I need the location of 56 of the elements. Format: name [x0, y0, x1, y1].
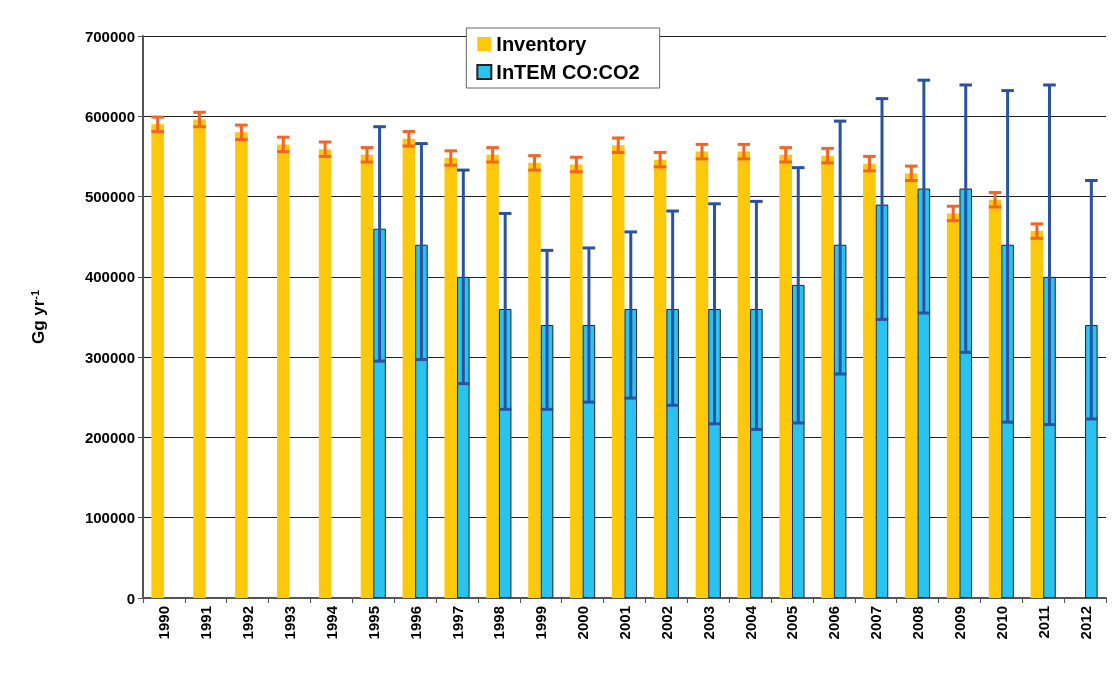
x-tick-label: 1997	[448, 606, 466, 640]
x-tick-label: 1993	[281, 606, 299, 640]
x-tick-label: 1990	[155, 606, 173, 640]
bar	[611, 145, 625, 598]
x-tick-label: 2007	[867, 606, 885, 640]
x-tick-label: 1991	[197, 606, 215, 640]
bar	[946, 213, 960, 598]
bar	[988, 199, 1002, 598]
bar	[821, 155, 834, 598]
bar	[444, 158, 458, 598]
bar	[486, 154, 499, 598]
x-tick-label: 2012	[1076, 606, 1094, 640]
bar	[695, 151, 709, 598]
y-axis-title: Gg yr-1	[28, 289, 48, 345]
bar	[360, 154, 374, 598]
x-tick-label: 2000	[574, 606, 592, 640]
bar	[151, 124, 164, 598]
x-tick-label: 1998	[490, 606, 508, 640]
bar	[653, 159, 667, 598]
y-tick-label: 500000	[84, 188, 135, 206]
bar	[737, 151, 751, 598]
bar	[235, 132, 248, 598]
x-tick-label: 2008	[909, 606, 927, 640]
x-tick-label: 2001	[616, 606, 633, 640]
y-tick-label: 100000	[84, 509, 135, 527]
x-tick-label: 2002	[657, 606, 675, 640]
x-tick-label: 1992	[239, 606, 257, 640]
legend-label: Inventory	[496, 33, 588, 55]
y-tick-label: 700000	[84, 27, 135, 45]
bar	[318, 149, 332, 598]
x-tick-label: 2011	[1034, 606, 1052, 639]
x-tick-label: 2010	[992, 606, 1010, 640]
x-tick-label: 1999	[532, 606, 550, 640]
bar	[276, 144, 290, 598]
bar	[402, 138, 416, 598]
y-tick-label: 200000	[84, 428, 135, 446]
bar	[570, 164, 583, 598]
y-tick-label: 0	[126, 589, 135, 607]
x-tick-label: 1994	[322, 605, 340, 640]
bar	[528, 162, 541, 598]
bar	[905, 173, 918, 598]
x-tick-label: 2009	[950, 606, 968, 640]
x-tick-label: 1995	[364, 606, 382, 640]
x-tick-label: 1996	[406, 606, 424, 640]
legend-label: InTEM CO:CO2	[496, 61, 640, 83]
x-tick-label: 2005	[783, 606, 801, 640]
bar	[1030, 231, 1044, 598]
x-tick-label: 2004	[741, 605, 759, 640]
x-tick-label: 2003	[699, 606, 717, 640]
y-tick-label: 400000	[84, 268, 135, 286]
bar	[863, 163, 876, 598]
x-tick-label: 2006	[825, 606, 843, 640]
y-tick-label: 600000	[84, 107, 135, 125]
y-tick-label: 300000	[84, 348, 135, 366]
bar	[779, 154, 792, 598]
bar	[193, 119, 206, 598]
